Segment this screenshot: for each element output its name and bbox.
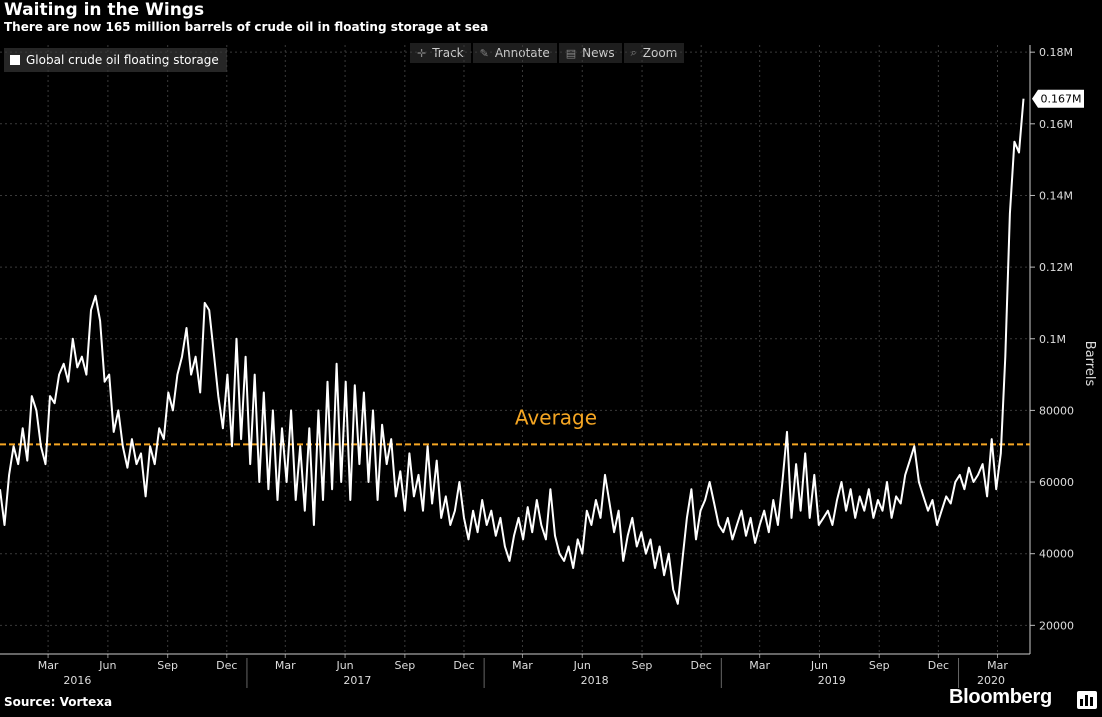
track-label: Track <box>432 46 464 60</box>
annotate-button[interactable]: ✎ Annotate <box>472 43 557 63</box>
last-value-label: 0.167M <box>1041 93 1082 106</box>
x-tick-label: Jun <box>573 659 591 672</box>
x-tick-label: Jun <box>810 659 828 672</box>
news-button[interactable]: ▤ News <box>558 43 622 63</box>
y-tick-label: 40000 <box>1039 548 1074 561</box>
y-tick-label: 0.1M <box>1039 333 1066 346</box>
zoom-button[interactable]: ⌕ Zoom <box>623 43 685 63</box>
y-axis-title: Barrels <box>1082 341 1097 387</box>
series-line <box>0 98 1025 605</box>
grid <box>0 45 1030 654</box>
x-tick-label: Mar <box>275 659 296 672</box>
track-button[interactable]: ✛ Track <box>410 43 471 63</box>
bloomberg-logo: Bloomberg <box>949 686 1052 708</box>
x-tick-label: Sep <box>157 659 178 672</box>
y-tick-label: 0.14M <box>1039 189 1073 202</box>
chart-toolbar: ✛ Track ✎ Annotate ▤ News ⌕ Zoom <box>410 43 685 63</box>
x-tick-label: Mar <box>987 659 1008 672</box>
x-tick-label: Dec <box>928 659 949 672</box>
x-tick-label: Sep <box>394 659 415 672</box>
crosshair-icon: ✛ <box>417 46 427 60</box>
chart-title: Waiting in the Wings <box>4 0 205 20</box>
x-tick-label: Dec <box>453 659 474 672</box>
average-label: Average <box>515 405 597 429</box>
axes: 20000 40000 60000 80000 0.1M 0.12M 0.14M 0.16M 0… <box>0 45 1097 688</box>
labels: Average 0.167M <box>515 89 1084 429</box>
news-icon: ▤ <box>565 46 577 60</box>
x-tick-label: Sep <box>632 659 653 672</box>
annotate-label: Annotate <box>494 46 550 60</box>
y-tick-label: 60000 <box>1039 476 1074 489</box>
y-tick-label: 0.16M <box>1039 118 1073 131</box>
legend-swatch <box>10 55 20 65</box>
legend-label: Global crude oil floating storage <box>26 53 219 67</box>
x-year-label: 2018 <box>581 674 609 687</box>
x-tick-label: Dec <box>216 659 237 672</box>
x-year-label: 2019 <box>818 674 846 687</box>
legend[interactable]: Global crude oil floating storage <box>4 48 227 72</box>
x-tick-label: Mar <box>749 659 770 672</box>
x-tick-label: Dec <box>691 659 712 672</box>
y-tick-label: 0.18M <box>1039 46 1073 59</box>
x-year-label: 2017 <box>343 674 371 687</box>
zoom-label: Zoom <box>642 46 678 60</box>
pencil-icon: ✎ <box>479 46 489 60</box>
y-tick-label: 20000 <box>1039 619 1074 632</box>
x-tick-label: Mar <box>38 659 59 672</box>
x-tick-label: Sep <box>869 659 890 672</box>
x-year-label: 2016 <box>63 674 91 687</box>
last-value-badge: 0.167M <box>1032 89 1084 108</box>
source-note: Source: Vortexa <box>4 695 113 709</box>
x-tick-label: Mar <box>512 659 533 672</box>
last-value-marker <box>1032 89 1084 108</box>
y-tick-label: 80000 <box>1039 404 1074 417</box>
news-label: News <box>582 46 615 60</box>
magnifier-icon: ⌕ <box>630 46 637 59</box>
x-tick-label: Jun <box>98 659 116 672</box>
y-tick-label: 0.12M <box>1039 261 1073 274</box>
chart-subtitle: There are now 165 million barrels of cru… <box>4 20 489 34</box>
x-tick-label: Jun <box>335 659 353 672</box>
series <box>0 98 1030 605</box>
bloomberg-logo-icon <box>1077 691 1097 709</box>
